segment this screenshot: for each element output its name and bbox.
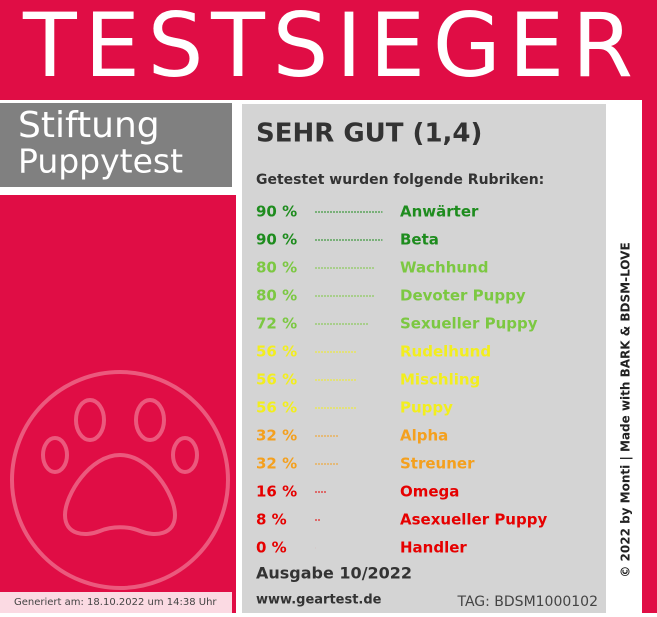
paw-icon — [10, 370, 230, 590]
row-percent: 0 % — [256, 539, 287, 557]
row-label: Wachhund — [400, 259, 488, 277]
row-label: Omega — [400, 483, 459, 501]
row-label: Sexueller Puppy — [400, 315, 538, 333]
row-label: Devoter Puppy — [400, 287, 526, 305]
row-percent: 8 % — [256, 511, 287, 529]
rating: SEHR GUT (1,4) — [256, 119, 482, 149]
row-label: Rudelhund — [400, 343, 491, 361]
row-percent: 80 % — [256, 287, 297, 305]
brand-line: Puppytest — [18, 142, 183, 181]
row-label: Alpha — [400, 427, 448, 445]
row-percent: 56 % — [256, 399, 297, 417]
row-label: Asexueller Puppy — [400, 511, 547, 529]
row-label: Mischling — [400, 371, 480, 389]
row-label: Beta — [400, 231, 439, 249]
rows: 90 % Anwärter 90 % Beta 80 % Wachhund 80 % Devo… — [256, 203, 547, 557]
intro: Getestet wurden folgende Rubriken: — [256, 172, 544, 188]
issue: Ausgabe 10/2022 — [256, 564, 412, 583]
row-label: Handler — [400, 539, 467, 557]
footer-strip — [0, 592, 232, 613]
row-percent: 72 % — [256, 315, 297, 333]
row-percent: 90 % — [256, 231, 297, 249]
generated: Generiert am: 18.10.2022 um 14:38 Uhr — [14, 597, 217, 608]
website: www.geartest.de — [256, 593, 382, 608]
copyright: © 2022 by Monti | Made with BARK & BDSM-… — [619, 242, 633, 577]
row-percent: 56 % — [256, 343, 297, 361]
row-percent: 56 % — [256, 371, 297, 389]
row-percent: 32 % — [256, 427, 297, 445]
brand-line: Stiftung — [18, 105, 160, 146]
side-strip — [610, 100, 642, 613]
title: TESTSIEGER — [22, 0, 633, 97]
brand-box — [0, 103, 232, 187]
panel — [242, 104, 606, 613]
row-label: Puppy — [400, 399, 453, 417]
row-label: Streuner — [400, 455, 475, 473]
row-percent: 90 % — [256, 203, 297, 221]
row-percent: 32 % — [256, 455, 297, 473]
row-percent: 80 % — [256, 259, 297, 277]
tag: TAG: BDSM1000102 — [456, 594, 598, 610]
row-percent: 16 % — [256, 483, 297, 501]
row-label: Anwärter — [400, 203, 479, 221]
